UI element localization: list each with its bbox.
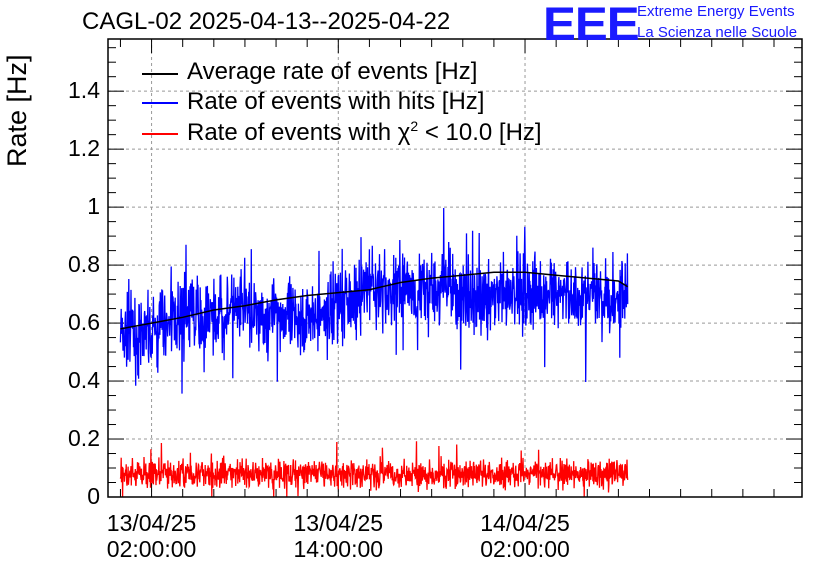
legend-hits: Rate of events with hits [Hz] [187, 88, 485, 115]
legend-swatch-average [142, 73, 178, 75]
x-tick-date: 14/04/25 [480, 510, 570, 536]
series-hits-line [119, 207, 629, 394]
legend-chi2-suffix: < 10.0 [Hz] [418, 119, 542, 146]
legend-swatch-chi2 [142, 133, 178, 135]
x-tick-label: 14/04/25 02:00:00 [460, 510, 590, 562]
legend-average: Average rate of events [Hz] [187, 58, 478, 85]
y-tick-label: 1.4 [68, 77, 100, 104]
x-tick-time: 02:00:00 [106, 536, 197, 562]
y-tick-label: 0 [87, 483, 100, 509]
eee-logo-mark: EEE [543, 0, 640, 50]
legend-chi2-symbol: χ [397, 119, 411, 146]
series-chi2-line [119, 441, 629, 498]
chart-title: CAGL-02 2025-04-13--2025-04-22 [82, 8, 451, 35]
y-axis-label: Rate [Hz] [2, 54, 32, 167]
y-tick-label: 1 [87, 193, 100, 220]
legend-swatch-hits [142, 102, 178, 104]
legend-chi2-sup: 2 [410, 118, 419, 134]
x-tick-label: 13/04/25 02:00:00 [87, 510, 217, 562]
plot-frame [107, 38, 803, 498]
y-tick-label: 0.4 [68, 367, 100, 394]
series-average-line [120, 271, 629, 330]
x-tick-time: 02:00:00 [480, 536, 570, 562]
y-tick-label: 0.8 [68, 251, 100, 278]
y-tick-label: 0.6 [68, 309, 100, 336]
logo-line-1: Extreme Energy Events [637, 3, 795, 20]
y-tick-label: 0.2 [68, 425, 100, 452]
legend-chi2-prefix: Rate of events with [187, 119, 398, 146]
logo-line-2: La Scienza nelle Scuole [637, 24, 798, 41]
x-tick-date: 13/04/25 [293, 510, 384, 536]
x-tick-date: 13/04/25 [106, 510, 197, 536]
x-tick-time: 14:00:00 [293, 536, 384, 562]
legend-chi2: Rate of events with χ2 < 10.0 [Hz] [187, 118, 542, 147]
x-tick-label: 13/04/25 14:00:00 [273, 510, 403, 562]
y-tick-label: 1.2 [68, 135, 100, 162]
